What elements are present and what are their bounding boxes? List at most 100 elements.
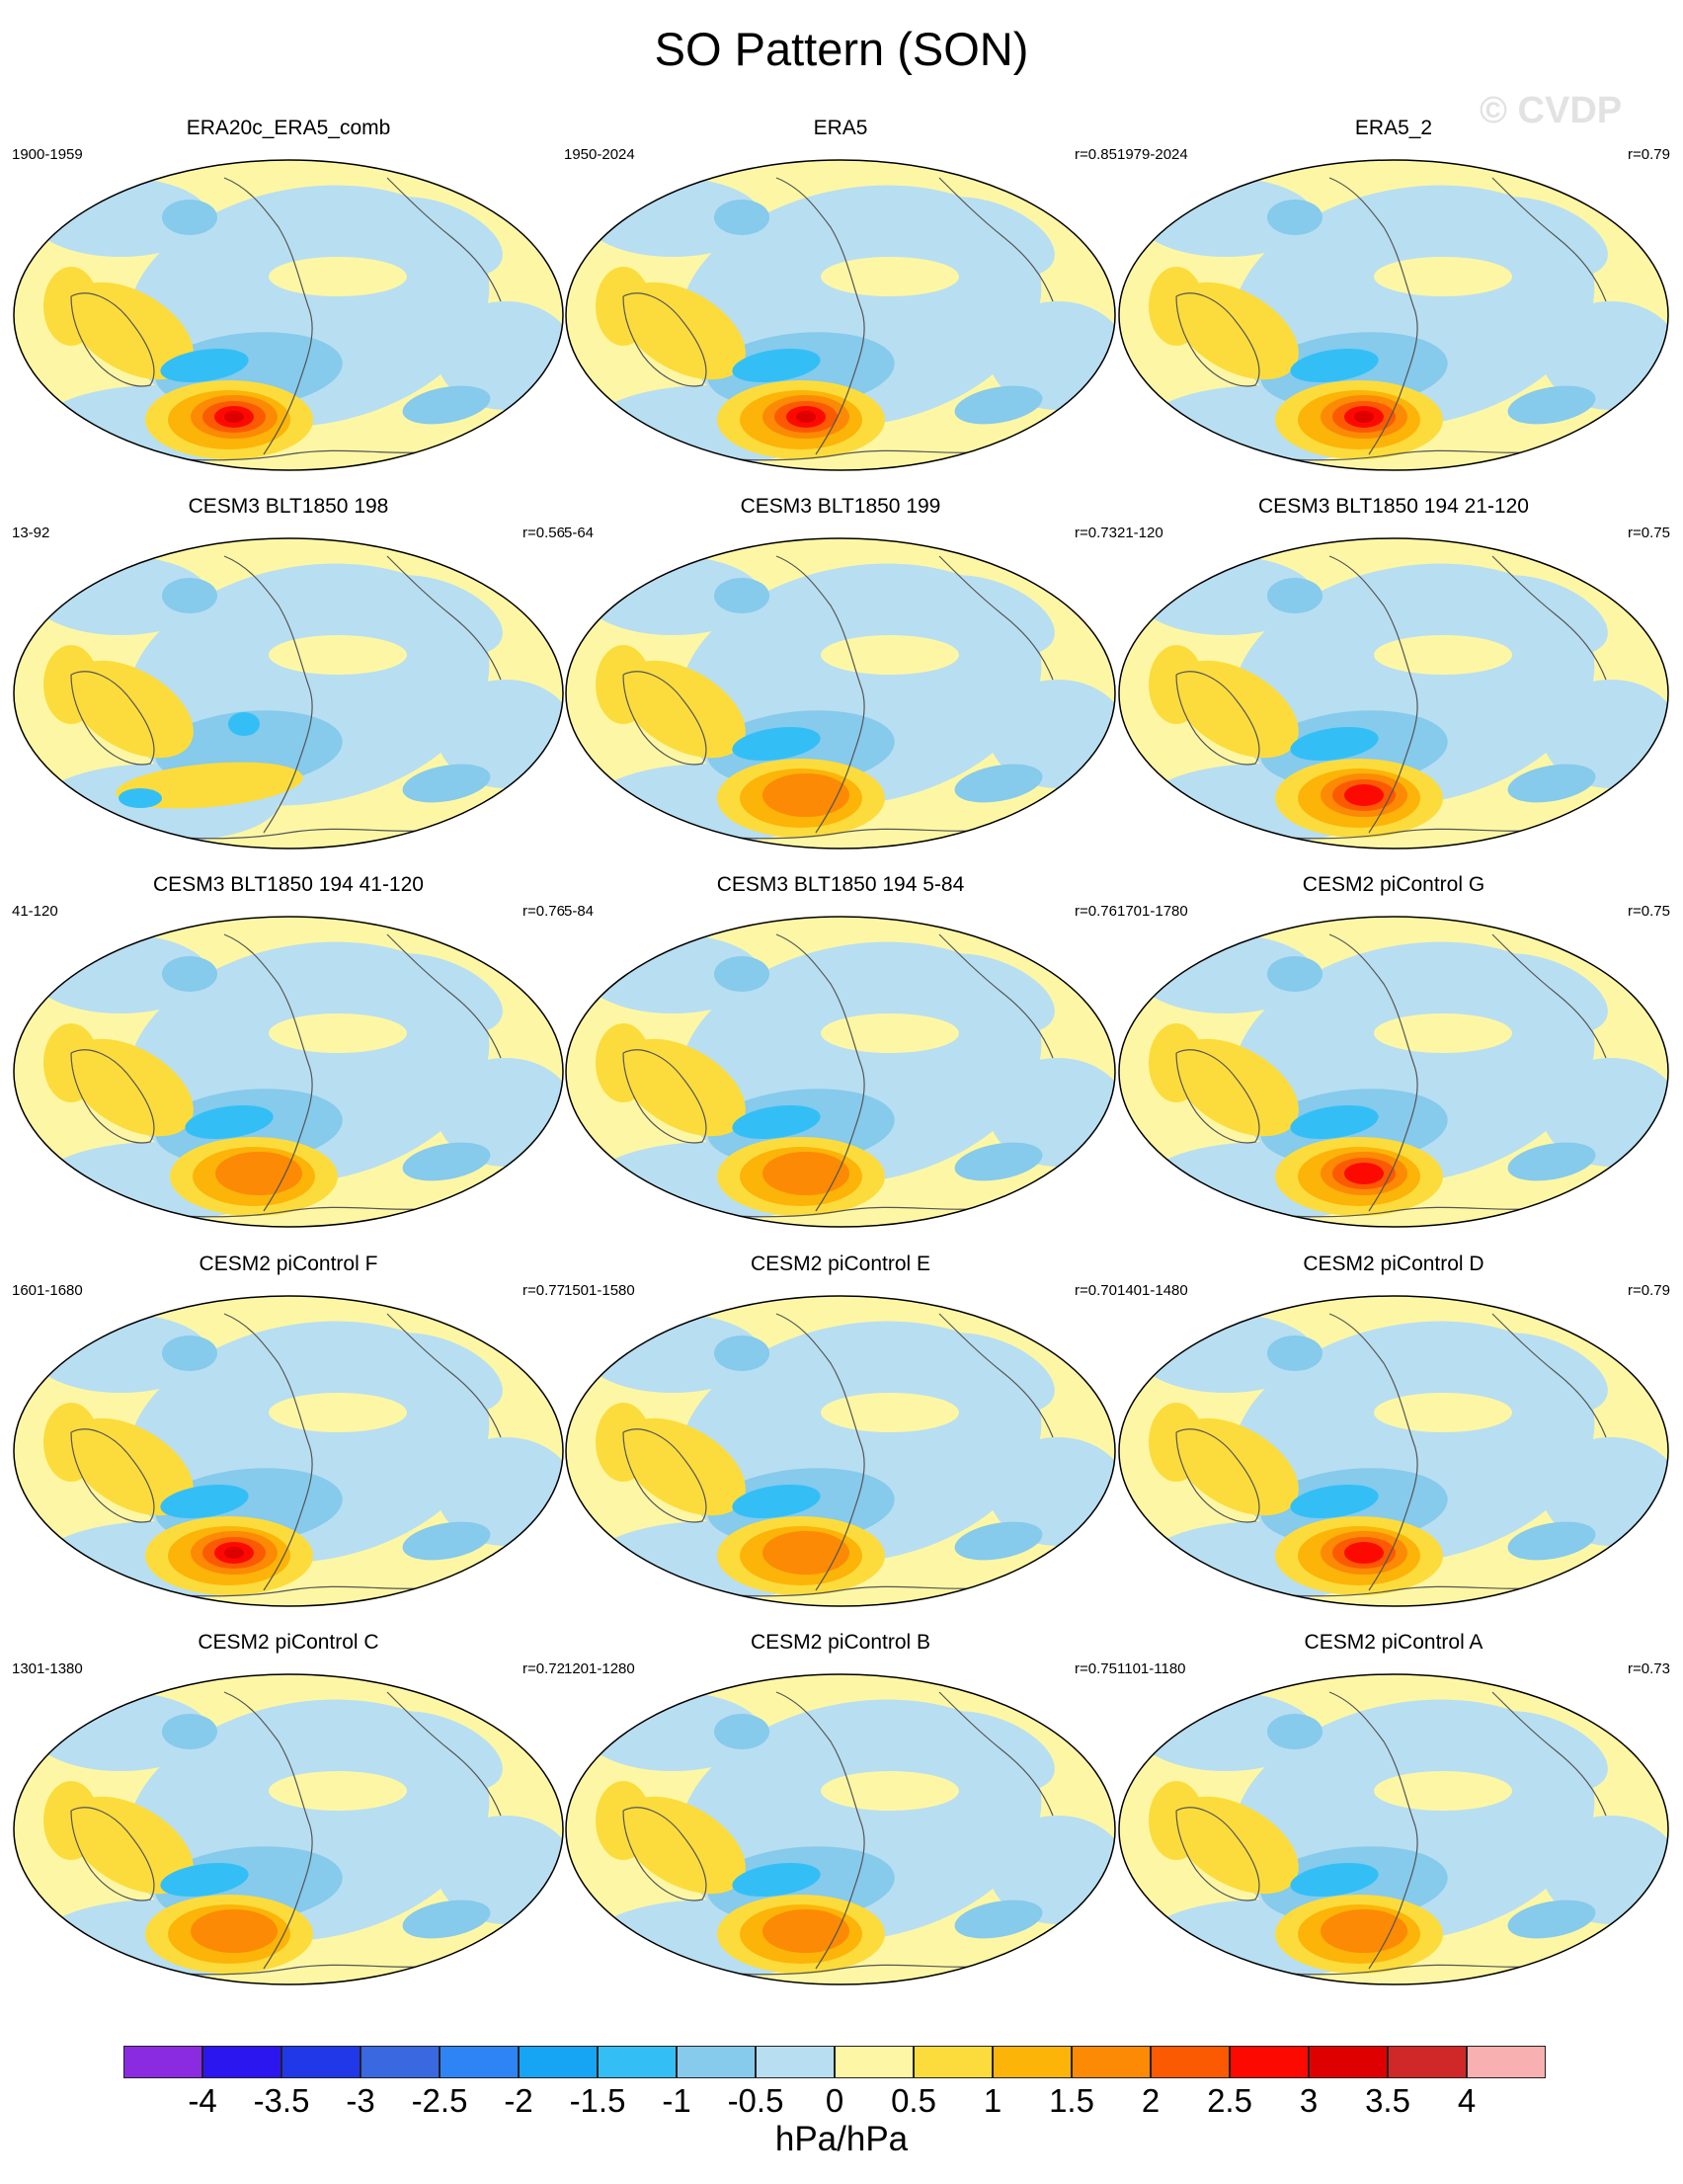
map-panel-15 (1118, 1673, 1669, 1985)
map-panel-7 (13, 916, 564, 1228)
colorbar-tick-label: -2 (504, 2082, 533, 2119)
colorbar-box (1151, 2046, 1230, 2078)
colorbar-tick-label: -1.5 (569, 2082, 626, 2119)
colorbar-box (756, 2046, 835, 2078)
panel-years: 1701-1780 (1117, 903, 1188, 920)
panel-years: 1501-1580 (564, 1282, 635, 1299)
colorbar-tick-label: 1 (983, 2082, 1002, 2119)
panel-years: 1201-1280 (564, 1660, 635, 1677)
panel-15: CESM2 piControl A 1101-1180 r=0.73 (1117, 1631, 1670, 1996)
panel-correlation: r=0.79 (1628, 1282, 1670, 1299)
map-panel-11 (565, 1295, 1116, 1607)
colorbar-tick-label: 0 (825, 2082, 844, 2119)
map-panel-9 (1118, 916, 1669, 1228)
colorbar-box (598, 2046, 677, 2078)
figure-title: SO Pattern (SON) (654, 23, 1029, 75)
panel-correlation: r=0.79 (1628, 146, 1670, 163)
colorbar-box (677, 2046, 756, 2078)
map-panel-2 (565, 159, 1116, 471)
colorbar-tick-label: -0.5 (727, 2082, 784, 2119)
panel-9: CESM2 piControl G 1701-1780 r=0.75 (1117, 873, 1670, 1239)
panel-years: 1950-2024 (564, 146, 635, 163)
panel-correlation: r=0.76 (1075, 903, 1117, 920)
colorbar-tick-label: 1.5 (1049, 2082, 1094, 2119)
panel-correlation: r=0.75 (1628, 525, 1670, 541)
colorbar-box (123, 2046, 202, 2078)
colorbar-tick-label: -2.5 (411, 2082, 468, 2119)
colorbar-tick-label: -3.5 (253, 2082, 310, 2119)
panel-years: 1401-1480 (1117, 1282, 1188, 1299)
panel-years: 5-64 (564, 525, 595, 541)
panel-years: 1101-1180 (1117, 1660, 1186, 1677)
colorbar-tick-label: -4 (188, 2082, 217, 2119)
panel-correlation: r=0.77 (522, 1282, 565, 1299)
panel-years: 1900-1959 (12, 146, 83, 163)
map-panel-8 (565, 916, 1116, 1228)
map-panel-6 (1118, 537, 1669, 849)
colorbar-tick-label: 3 (1299, 2082, 1319, 2119)
panel-8: CESM3 BLT1850 194 5-84 5-84 r=0.76 (564, 873, 1117, 1239)
panel-title: CESM3 BLT1850 199 (740, 495, 941, 518)
colorbar-box (361, 2046, 440, 2078)
panel-years: 13-92 (12, 525, 50, 541)
colorbar-box (914, 2046, 993, 2078)
panel-correlation: r=0.70 (1075, 1282, 1117, 1299)
panel-title: ERA5 (813, 117, 868, 139)
colorbar-box (440, 2046, 519, 2078)
panel-correlation: r=0.75 (1075, 1660, 1117, 1677)
panel-title: CESM3 BLT1850 194 5-84 (716, 873, 965, 896)
colorbar-tick-label: -3 (346, 2082, 375, 2119)
colorbar-box (519, 2046, 598, 2078)
panel-title: CESM3 BLT1850 198 (188, 495, 389, 518)
panel-years: 1301-1380 (12, 1660, 83, 1677)
map-panel-13 (13, 1673, 564, 1985)
panel-1: ERA20c_ERA5_comb 1900-1959 (12, 117, 565, 482)
panel-title: CESM2 piControl G (1302, 873, 1485, 896)
colorbar-box (1309, 2046, 1388, 2078)
panel-years: 1601-1680 (12, 1282, 83, 1299)
panel-6: CESM3 BLT1850 194 21-120 21-120 r=0.75 (1117, 495, 1670, 860)
panel-title: CESM2 piControl E (750, 1253, 931, 1275)
colorbar-tick-label: 0.5 (891, 2082, 936, 2119)
panel-14: CESM2 piControl B 1201-1280 r=0.75 (564, 1631, 1117, 1996)
map-panel-1 (13, 159, 564, 471)
panel-12: CESM2 piControl D 1401-1480 r=0.79 (1117, 1253, 1670, 1618)
map-panel-5 (565, 537, 1116, 849)
colorbar-box (281, 2046, 361, 2078)
panel-title: CESM2 piControl D (1303, 1253, 1484, 1275)
panel-correlation: r=0.73 (1075, 525, 1117, 541)
map-panel-12 (1118, 1295, 1669, 1607)
panel-title: CESM3 BLT1850 194 41-120 (153, 873, 424, 896)
colorbar-tick-label: 4 (1457, 2082, 1477, 2119)
map-panel-14 (565, 1673, 1116, 1985)
panel-years: 1979-2024 (1117, 146, 1188, 163)
colorbar-unit: hPa/hPa (774, 2120, 909, 2158)
panel-years: 41-120 (12, 903, 58, 920)
panel-title: CESM2 piControl F (199, 1253, 378, 1275)
map-panel-4 (13, 537, 564, 849)
panel-4: CESM3 BLT1850 198 13-92 r=0.56 (12, 495, 565, 860)
panel-years: 5-84 (564, 903, 595, 920)
colorbar-box (993, 2046, 1072, 2078)
panel-correlation: r=0.72 (522, 1660, 565, 1677)
panel-3: ERA5_2 1979-2024 r=0.79 (1117, 117, 1670, 482)
colorbar-box (835, 2046, 914, 2078)
colorbar-box (1467, 2046, 1546, 2078)
panel-correlation: r=0.75 (1628, 903, 1670, 920)
panel-title: CESM2 piControl B (750, 1631, 931, 1654)
colorbar-box (202, 2046, 281, 2078)
panel-correlation: r=0.76 (522, 903, 565, 920)
colorbar-box (1388, 2046, 1467, 2078)
panel-10: CESM2 piControl F 1601-1680 r=0.77 (12, 1253, 565, 1618)
panel-correlation: r=0.85 (1075, 146, 1117, 163)
panel-13: CESM2 piControl C 1301-1380 r=0.72 (12, 1631, 565, 1996)
panel-title: CESM3 BLT1850 194 21-120 (1258, 495, 1529, 518)
panel-correlation: r=0.56 (522, 525, 565, 541)
colorbar-tick-label: 3.5 (1365, 2082, 1410, 2119)
panel-title: ERA5_2 (1354, 117, 1433, 139)
colorbar-tick-label: 2 (1141, 2082, 1161, 2119)
cvdp-watermark: © CVDP (1480, 90, 1623, 131)
colorbar-box (1072, 2046, 1151, 2078)
panel-correlation: r=0.73 (1628, 1660, 1670, 1677)
panel-title: CESM2 piControl A (1304, 1631, 1483, 1654)
